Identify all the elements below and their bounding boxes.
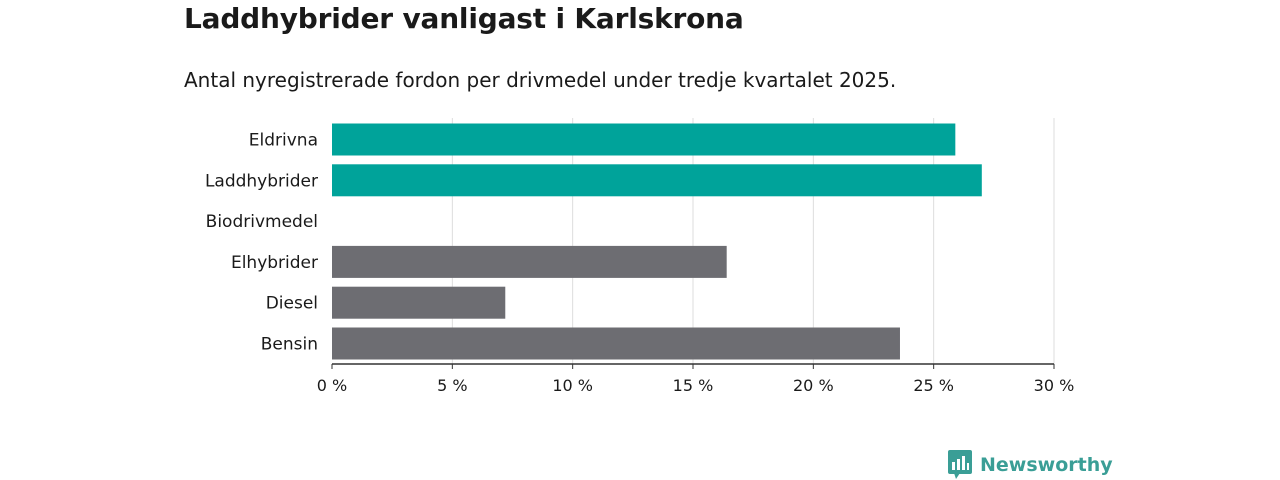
- bar: [332, 164, 982, 197]
- x-tick-label: 20 %: [793, 376, 834, 395]
- x-tick-label: 10 %: [552, 376, 593, 395]
- category-label: Biodrivmedel: [206, 212, 318, 232]
- category-label: Diesel: [266, 294, 318, 314]
- chart-subtitle: Antal nyregistrerade fordon per drivmede…: [184, 68, 897, 92]
- bar: [332, 123, 956, 156]
- category-labels: Eldrivna Laddhybrider Biodrivmedel Elhybrid…: [205, 131, 318, 355]
- x-tick-label: 25 %: [913, 376, 954, 395]
- bar: [332, 327, 900, 360]
- bar: [332, 286, 506, 319]
- gridlines: [451, 118, 1055, 364]
- bar: [332, 245, 727, 278]
- x-tick-label: 15 %: [673, 376, 714, 395]
- brand-name: Newsworthy: [980, 454, 1113, 476]
- x-tick-label: 0 %: [317, 376, 347, 395]
- newsworthy-logo-icon: [948, 450, 972, 479]
- brand-logo: Newsworthy: [948, 450, 1113, 480]
- x-axis: 0 % 5 % 10 % 15 % 20 % 25 % 30 %: [317, 363, 1075, 395]
- chart-title: Laddhybrider vanligast i Karlskrona: [184, 2, 744, 35]
- x-tick-label: 30 %: [1034, 376, 1075, 395]
- x-tick-label: 5 %: [437, 376, 467, 395]
- category-label: Elhybrider: [231, 253, 318, 273]
- bars: [332, 123, 982, 360]
- category-label: Bensin: [261, 335, 318, 355]
- category-label: Eldrivna: [249, 131, 318, 151]
- category-label: Laddhybrider: [205, 171, 318, 191]
